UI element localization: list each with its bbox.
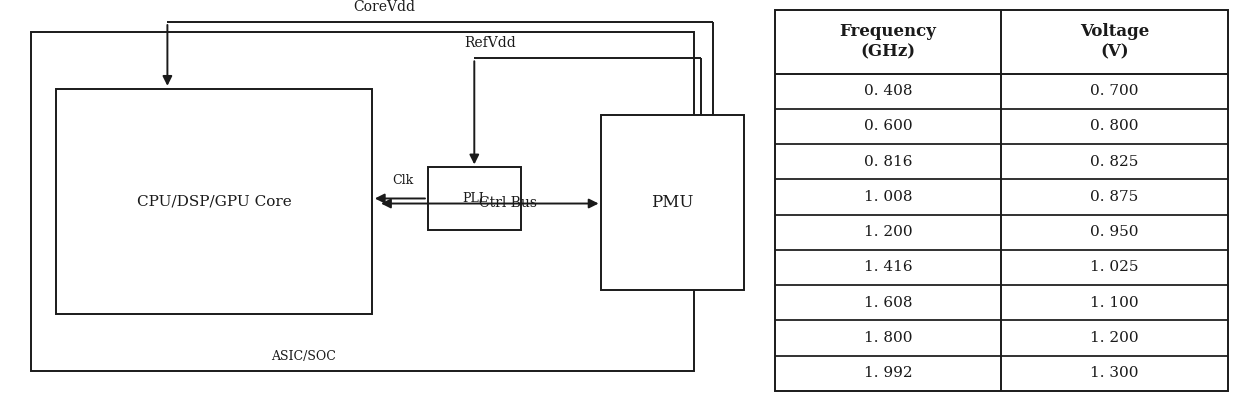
Text: 0. 600: 0. 600 bbox=[864, 119, 913, 133]
Bar bbox=[601, 115, 744, 290]
Text: 1. 416: 1. 416 bbox=[864, 260, 913, 274]
Text: 0. 875: 0. 875 bbox=[1090, 190, 1138, 204]
Text: 1. 008: 1. 008 bbox=[864, 190, 913, 204]
Text: 1. 200: 1. 200 bbox=[864, 225, 913, 239]
Text: 1. 300: 1. 300 bbox=[1090, 366, 1138, 380]
Text: 0. 700: 0. 700 bbox=[1090, 84, 1138, 98]
Text: PLL: PLL bbox=[461, 192, 487, 205]
Text: PMU: PMU bbox=[651, 194, 694, 211]
Text: 1. 992: 1. 992 bbox=[864, 366, 913, 380]
Text: 1. 800: 1. 800 bbox=[864, 331, 913, 345]
Text: Frequency
(GHz): Frequency (GHz) bbox=[839, 23, 936, 61]
Text: 1. 100: 1. 100 bbox=[1090, 296, 1138, 310]
Bar bbox=[31, 32, 694, 371]
Text: ASIC/SOC: ASIC/SOC bbox=[272, 350, 336, 363]
Text: Voltage
(V): Voltage (V) bbox=[1080, 23, 1149, 61]
Text: 0. 800: 0. 800 bbox=[1090, 119, 1138, 133]
Text: CoreVdd: CoreVdd bbox=[353, 0, 415, 14]
Text: Clk: Clk bbox=[392, 174, 414, 187]
Text: 1. 025: 1. 025 bbox=[1090, 260, 1138, 274]
Bar bbox=[428, 167, 521, 230]
Text: RefVdd: RefVdd bbox=[464, 36, 516, 50]
Text: 1. 608: 1. 608 bbox=[864, 296, 913, 310]
Text: 1. 200: 1. 200 bbox=[1090, 331, 1138, 345]
Bar bbox=[775, 10, 1228, 391]
Text: CPU/DSP/GPU Core: CPU/DSP/GPU Core bbox=[136, 195, 291, 208]
Text: 0. 825: 0. 825 bbox=[1090, 155, 1138, 169]
Text: 0. 950: 0. 950 bbox=[1090, 225, 1138, 239]
Text: 0. 408: 0. 408 bbox=[864, 84, 913, 98]
Bar bbox=[56, 89, 372, 314]
Text: 0. 816: 0. 816 bbox=[864, 155, 913, 169]
Text: Ctrl Bus: Ctrl Bus bbox=[480, 195, 537, 210]
